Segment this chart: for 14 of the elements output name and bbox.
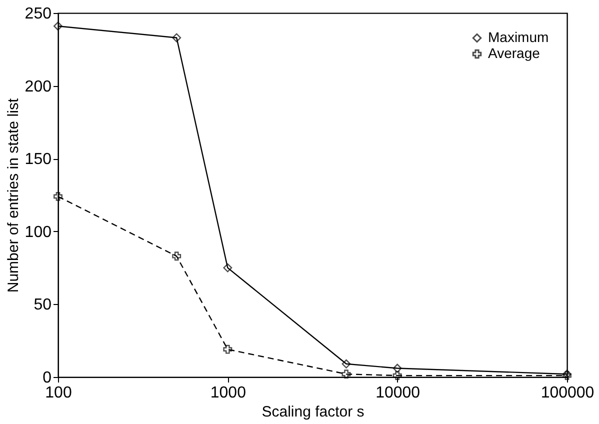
y-tick-label: 150 bbox=[24, 151, 52, 168]
y-tick-label: 50 bbox=[34, 296, 52, 314]
y-axis-title: Number of entries in state list bbox=[4, 98, 22, 293]
x-tick-label: 100000 bbox=[540, 384, 594, 402]
y-tick-label: 250 bbox=[24, 6, 52, 22]
y-tick-label: 200 bbox=[24, 78, 52, 96]
legend-label: Maximum bbox=[488, 29, 549, 45]
x-axis-title: Scaling factor s bbox=[262, 404, 364, 420]
x-tick-label: 1000 bbox=[210, 384, 246, 402]
x-tick-label: 10000 bbox=[376, 384, 420, 402]
legend-label: Average bbox=[488, 45, 540, 61]
y-tick-label: 0 bbox=[42, 370, 52, 386]
y-tick-label: 100 bbox=[24, 224, 52, 241]
x-tick-label: 100 bbox=[45, 384, 72, 402]
